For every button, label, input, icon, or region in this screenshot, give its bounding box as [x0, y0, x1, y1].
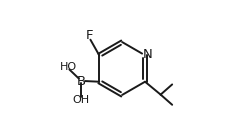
Text: HO: HO	[59, 62, 76, 72]
Text: B: B	[76, 75, 85, 88]
Text: N: N	[143, 48, 152, 61]
Text: OH: OH	[72, 95, 89, 105]
Text: F: F	[86, 29, 93, 42]
